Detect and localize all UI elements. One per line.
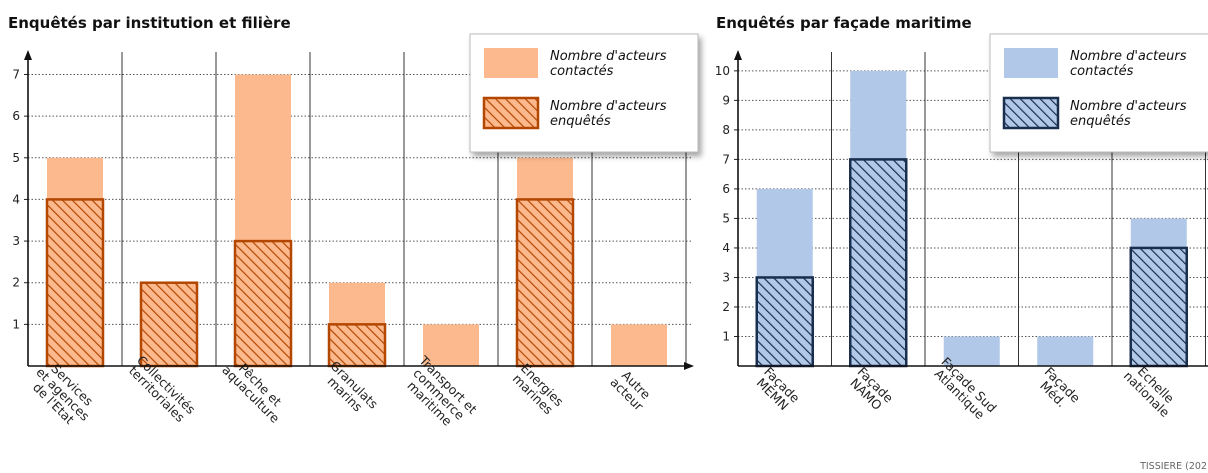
chart-institution-filiere: Enquêtés par institution et filière 1 2 3 4 5… — [8, 14, 699, 429]
tick-label-y: 9 — [722, 93, 730, 107]
tick-label-y: 2 — [722, 300, 730, 314]
y-axis-arrow — [734, 50, 742, 60]
credit-text: TISSIERE (202 — [1139, 461, 1207, 472]
tick-label-y: 6 — [12, 109, 20, 123]
tick-label-y: 4 — [12, 192, 20, 206]
tick-label-y: 3 — [12, 234, 20, 248]
tick-label-y: 8 — [722, 123, 730, 137]
legend-label: Nombre d'acteurs contactés — [550, 49, 667, 79]
category-label: Energiesmarines — [509, 360, 567, 418]
bar-surveyed — [849, 158, 908, 368]
tick-label-y: 3 — [722, 270, 730, 284]
bar-contacted — [1037, 336, 1094, 366]
bar-surveyed — [515, 198, 575, 368]
legend-label-line: enquêtés — [550, 114, 611, 129]
tick-label-y: 1 — [722, 329, 730, 343]
chart-facade-maritime: Enquêtés par façade maritime 1 2 3 4 5 6 7 8 9 10 F… — [715, 14, 1208, 422]
bar-surveyed — [139, 281, 199, 368]
category-label: Autreacteur — [607, 365, 656, 414]
bar-contacted — [611, 324, 667, 366]
legend-label: Nombre d'acteurs enquêtés — [550, 99, 667, 129]
tick-label-y: 5 — [12, 151, 20, 165]
legend-swatch-surveyed — [1002, 96, 1060, 130]
tick-label-y: 4 — [722, 241, 730, 255]
legend-label-line: enquêtés — [1070, 114, 1131, 129]
tick-label-y: 5 — [722, 211, 730, 225]
category-label: Granulatsmarins — [318, 358, 381, 421]
category-label: FaçadeMéd. — [1032, 364, 1083, 415]
category-label: Echellenationale — [1121, 359, 1182, 420]
tick-label-y: 2 — [12, 276, 20, 290]
tick-label-y: 10 — [715, 64, 730, 78]
category-label: FaçadeNAMO — [845, 364, 896, 415]
legend-label-line: Nombre d'acteurs — [550, 99, 667, 114]
y-axis-arrow — [24, 50, 32, 60]
bar-surveyed — [45, 198, 105, 368]
legend-label-line: Nombre d'acteurs — [1070, 49, 1187, 64]
chart-title: Enquêtés par façade maritime — [716, 14, 972, 32]
legend-swatch-surveyed — [482, 96, 540, 130]
tick-label-y: 7 — [722, 152, 730, 166]
category-label: FaçadeMEMN — [752, 364, 803, 415]
legend-label: Nombre d'acteurs contactés — [1070, 49, 1187, 79]
legend-label: Nombre d'acteurs enquêtés — [1070, 99, 1187, 129]
bar-surveyed — [1129, 246, 1188, 368]
legend-swatch-contacted — [1004, 48, 1058, 78]
legend-label-line: Nombre d'acteurs — [1070, 99, 1187, 114]
legend-swatch-contacted — [484, 48, 538, 78]
bar-surveyed — [755, 276, 814, 368]
tick-label-y: 7 — [12, 67, 20, 81]
x-axis-arrow — [684, 362, 694, 370]
legend-label-line: Nombre d'acteurs — [550, 49, 667, 64]
legend-label-line: contactés — [550, 64, 614, 79]
tick-label-y: 6 — [722, 182, 730, 196]
bar-contacted — [423, 324, 479, 366]
tick-label-y: 1 — [12, 317, 20, 331]
bar-contacted — [943, 336, 1000, 366]
bar-surveyed — [233, 239, 293, 368]
chart-title: Enquêtés par institution et filière — [8, 14, 291, 32]
legend-label-line: contactés — [1070, 64, 1134, 79]
